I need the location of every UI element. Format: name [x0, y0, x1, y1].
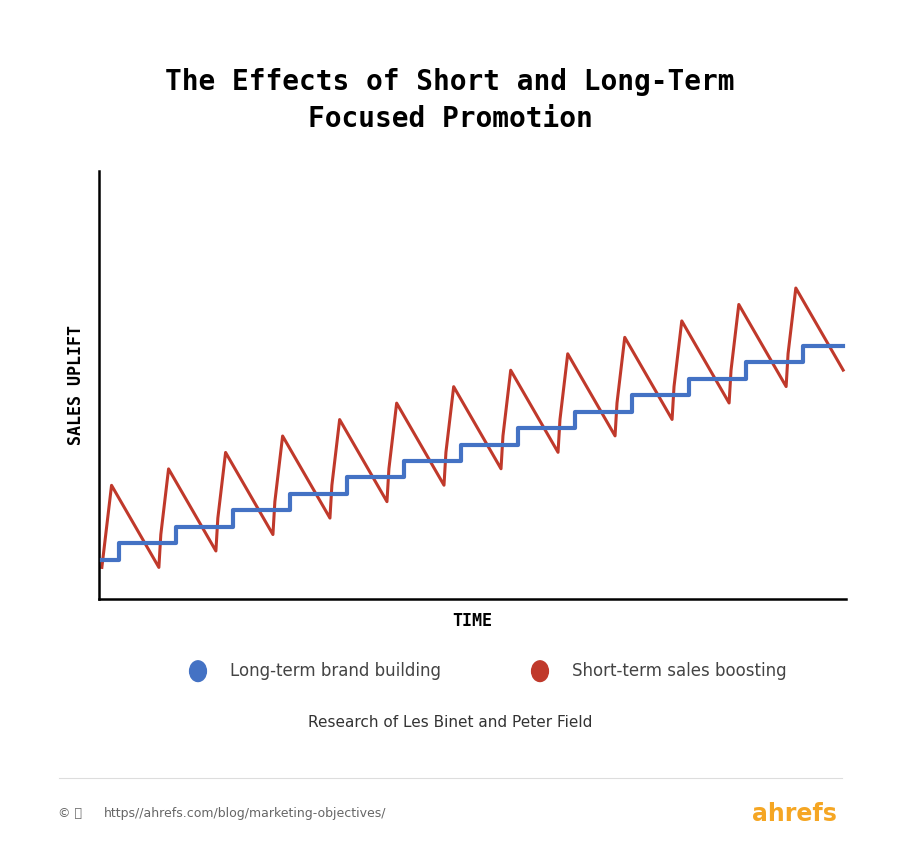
Text: https//ahrefs.com/blog/marketing-objectives/: https//ahrefs.com/blog/marketing-objecti…	[104, 807, 386, 821]
Text: ahrefs: ahrefs	[752, 802, 837, 826]
Text: Long-term brand building: Long-term brand building	[230, 662, 440, 681]
Text: Short-term sales boosting: Short-term sales boosting	[572, 662, 786, 681]
Text: © ⓘ: © ⓘ	[58, 807, 83, 821]
Y-axis label: SALES UPLIFT: SALES UPLIFT	[68, 325, 86, 445]
Text: The Effects of Short and Long-Term
Focused Promotion: The Effects of Short and Long-Term Focus…	[166, 68, 734, 133]
X-axis label: TIME: TIME	[453, 612, 492, 630]
Text: Research of Les Binet and Peter Field: Research of Les Binet and Peter Field	[308, 715, 592, 730]
